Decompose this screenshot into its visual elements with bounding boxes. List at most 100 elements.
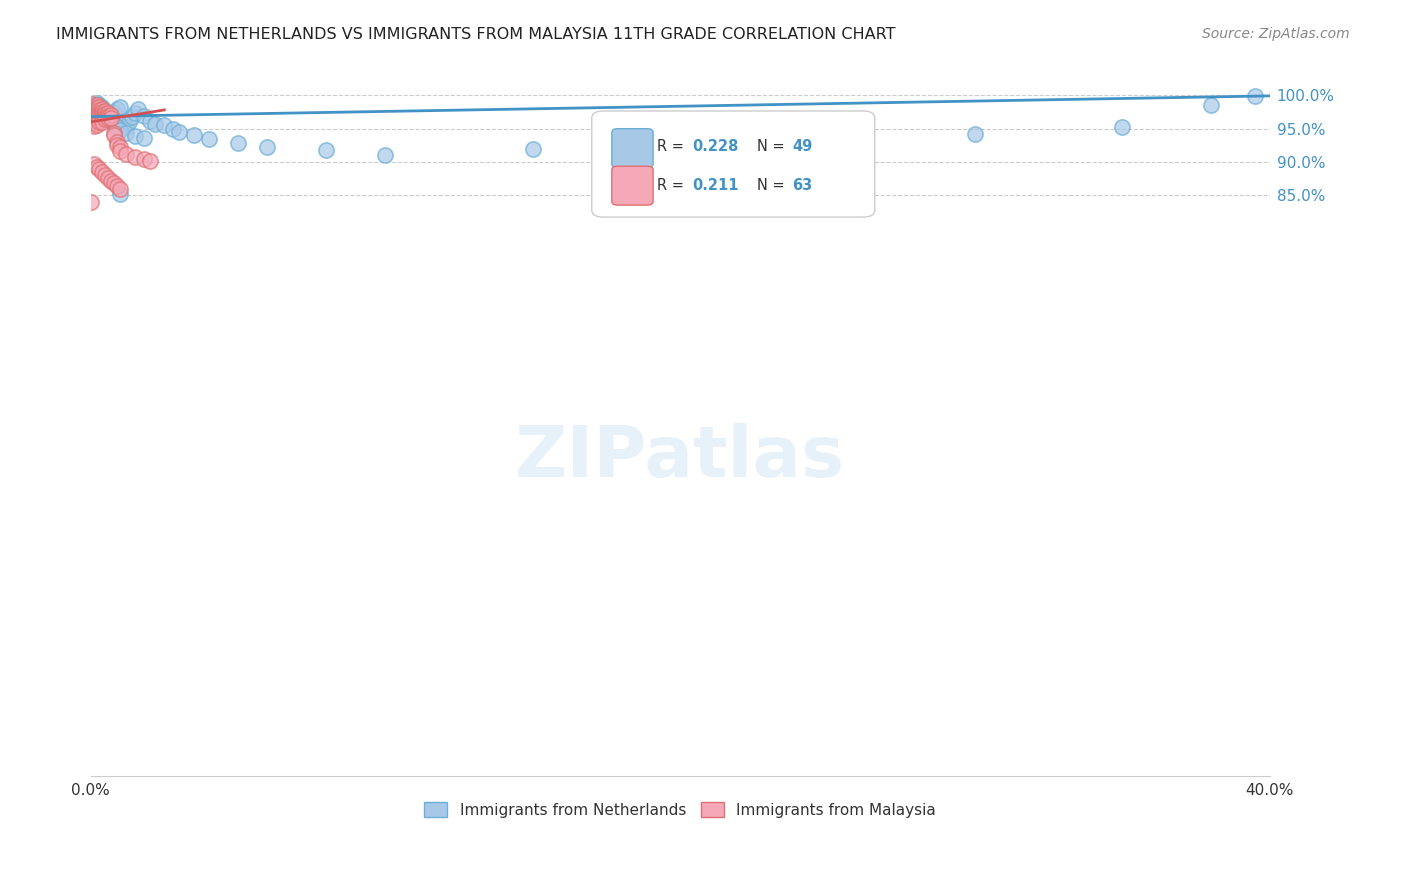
Point: [100, 111, 122, 125]
Point: [86, 98, 108, 112]
Point: [669, 136, 692, 151]
Point: [124, 106, 146, 120]
Point: [374, 148, 396, 162]
Point: [103, 128, 125, 143]
Point: [91, 110, 114, 124]
Point: [817, 131, 839, 145]
Point: [105, 102, 128, 116]
Point: [138, 113, 160, 128]
Text: N =: N =: [756, 139, 789, 153]
Point: [124, 150, 146, 164]
Point: [94, 104, 117, 119]
Point: [86, 105, 108, 120]
Text: R =: R =: [657, 139, 688, 153]
Text: N =: N =: [756, 178, 789, 193]
Point: [145, 117, 167, 131]
Point: [83, 113, 105, 128]
Point: [103, 126, 125, 140]
Point: [108, 140, 131, 154]
Point: [1199, 98, 1222, 112]
Point: [89, 110, 111, 124]
Point: [91, 102, 114, 116]
Point: [108, 144, 131, 158]
Point: [91, 107, 114, 121]
Point: [83, 157, 105, 171]
Point: [118, 115, 141, 129]
Text: 49: 49: [792, 139, 813, 153]
Point: [83, 109, 105, 123]
Point: [83, 102, 105, 116]
Point: [86, 112, 108, 126]
Point: [522, 142, 544, 156]
Point: [86, 101, 108, 115]
Point: [94, 169, 117, 183]
Point: [183, 128, 205, 143]
Point: [97, 106, 120, 120]
Point: [108, 187, 131, 202]
Point: [86, 118, 108, 132]
Point: [94, 110, 117, 124]
Point: [100, 108, 122, 122]
Point: [83, 111, 105, 125]
Point: [89, 107, 111, 121]
Point: [94, 107, 117, 121]
Point: [1111, 120, 1133, 135]
Point: [94, 107, 117, 121]
Point: [83, 106, 105, 120]
Point: [97, 111, 120, 125]
Point: [89, 98, 111, 112]
Point: [103, 177, 125, 191]
Point: [91, 100, 114, 114]
Point: [115, 126, 138, 140]
Text: ZIPatlas: ZIPatlas: [515, 423, 845, 492]
Point: [89, 115, 111, 129]
Point: [89, 103, 111, 117]
Point: [105, 135, 128, 149]
Point: [79, 99, 101, 113]
Point: [100, 108, 122, 122]
Point: [83, 116, 105, 130]
Point: [108, 99, 131, 113]
Point: [97, 112, 120, 127]
Point: [94, 112, 117, 126]
Point: [89, 103, 111, 117]
Point: [124, 128, 146, 143]
Point: [115, 120, 138, 134]
Text: R =: R =: [657, 178, 693, 193]
Point: [86, 103, 108, 118]
Text: 63: 63: [792, 178, 813, 193]
Point: [91, 112, 114, 127]
Point: [963, 127, 986, 141]
FancyBboxPatch shape: [592, 111, 875, 217]
Point: [86, 160, 108, 174]
Point: [79, 96, 101, 111]
Point: [100, 114, 122, 128]
Point: [138, 154, 160, 169]
Point: [127, 102, 149, 116]
Point: [115, 147, 138, 161]
Point: [86, 111, 108, 125]
FancyBboxPatch shape: [612, 128, 654, 168]
Point: [100, 174, 122, 188]
Point: [86, 112, 108, 127]
Point: [91, 107, 114, 121]
Point: [197, 131, 219, 145]
Point: [89, 162, 111, 177]
Text: 0.228: 0.228: [692, 139, 738, 153]
Point: [91, 115, 114, 129]
Point: [162, 121, 184, 136]
Point: [79, 106, 101, 120]
Point: [105, 179, 128, 194]
Text: 0.211: 0.211: [692, 178, 738, 193]
Point: [315, 143, 337, 157]
Point: [94, 110, 117, 124]
Point: [226, 136, 249, 151]
FancyBboxPatch shape: [612, 166, 654, 205]
Point: [108, 123, 131, 137]
Legend: Immigrants from Netherlands, Immigrants from Malaysia: Immigrants from Netherlands, Immigrants …: [416, 794, 943, 825]
Point: [103, 104, 125, 119]
Point: [112, 116, 135, 130]
Point: [132, 131, 155, 145]
Point: [86, 108, 108, 122]
Point: [153, 118, 176, 132]
